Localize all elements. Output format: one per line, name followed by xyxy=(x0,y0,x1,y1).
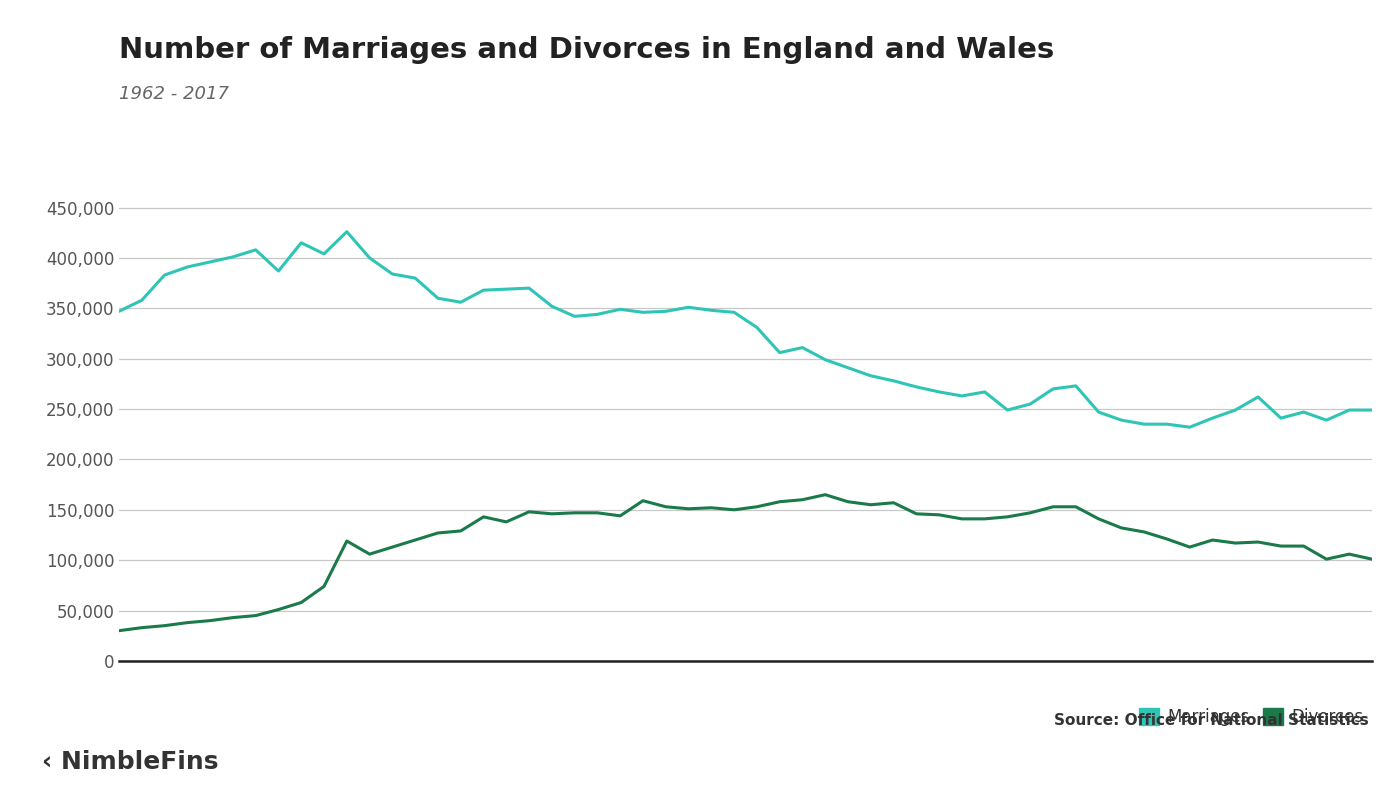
Text: Source: Office for National Statistics: Source: Office for National Statistics xyxy=(1054,713,1369,729)
Text: 1962 - 2017: 1962 - 2017 xyxy=(119,85,230,102)
Text: Number of Marriages and Divorces in England and Wales: Number of Marriages and Divorces in Engl… xyxy=(119,36,1054,64)
Text: ‹ NimbleFins: ‹ NimbleFins xyxy=(42,750,218,774)
Legend: Marriages, Divorces: Marriages, Divorces xyxy=(1140,708,1364,726)
